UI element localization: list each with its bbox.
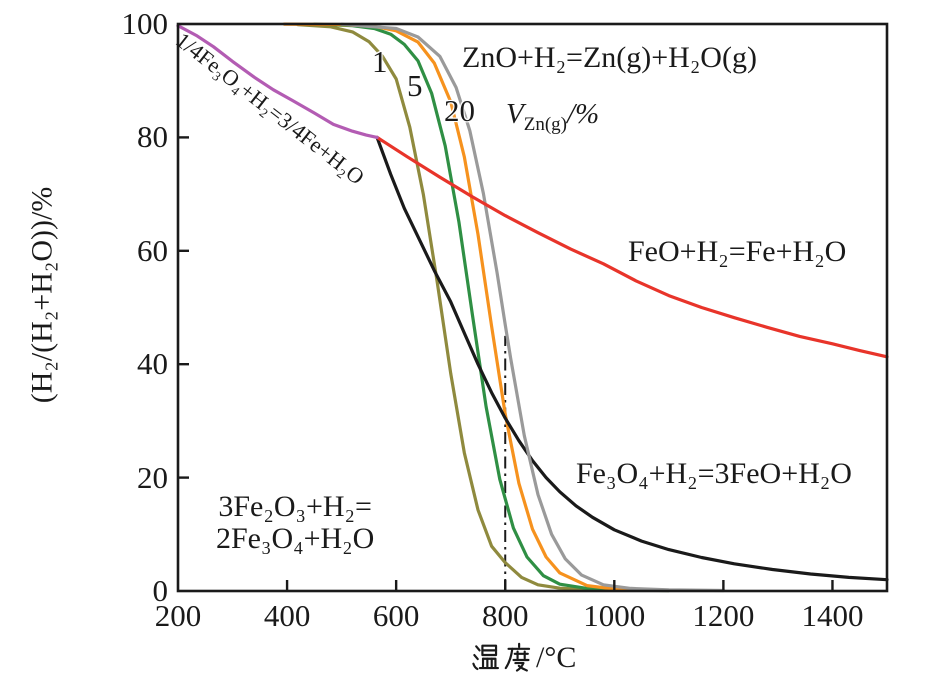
x-axis-title: /°C: [470, 642, 576, 674]
zn-curve-label-1: 1: [372, 44, 388, 79]
zn-vapor-fraction-label: VZn(g)/%: [506, 99, 599, 135]
curve-zno-vzn-mid: [282, 22, 671, 593]
y-tick-label-80: 80: [137, 119, 168, 155]
x-tick-label-1200: 1200: [692, 598, 755, 633]
x-tick-label-1000: 1000: [583, 598, 646, 633]
feo-equation-label: FeO+H₂=Fe+H₂O: [628, 235, 847, 268]
curve-zno-vzn-1: [296, 23, 671, 593]
curve-fe3o4-to-feo: [375, 135, 889, 582]
fe2o3-equation-line2: 2Fe₃O₄+H₂O: [216, 521, 375, 555]
y-tick-label-60: 60: [137, 232, 168, 268]
fe3o4-equation-label: Fe₃O₄+H₂=3FeO+H₂O: [576, 457, 852, 490]
curve-feo-to-fe: [375, 135, 889, 359]
y-tick-label-0: 0: [152, 573, 169, 608]
zn-curve-label-5: 5: [407, 68, 423, 103]
vzn-unit: /%: [566, 98, 600, 130]
fe2o3-equation-line1: 3Fe₂O₃+H₂=: [218, 490, 372, 523]
x-tick-label-600: 600: [372, 598, 420, 633]
hanzi-wen-icon: [472, 644, 499, 671]
x-tick-label-1400: 1400: [801, 598, 864, 633]
vzn-subscript: Zn(g): [523, 113, 567, 135]
curve-zno-vzn-5: [312, 22, 671, 593]
y-tick-label-100: 100: [121, 6, 169, 41]
x-tick-label-400: 400: [263, 598, 311, 633]
zn-equation-label: ZnO+H₂=Zn(g)+H₂O(g): [462, 41, 757, 74]
x-axis-unit: /°C: [536, 641, 577, 674]
curve-zno-vzn-20: [340, 22, 726, 593]
y-axis-title: (H₂/(H₂+H₂O))/%: [25, 186, 59, 404]
x-tick-label-200: 200: [154, 598, 202, 633]
fe2o3-equation-label: 3Fe₂O₃+H₂= 2Fe₃O₄+H₂O: [216, 491, 374, 554]
curve-fe3o4-to-fe: [176, 24, 379, 139]
x-tick-label-800: 800: [481, 598, 529, 633]
zn-curve-label-20: 20: [444, 93, 475, 128]
axes-frame: [176, 22, 889, 593]
y-tick-label-20: 20: [137, 459, 168, 495]
y-tick-label-40: 40: [137, 346, 168, 382]
vzn-symbol: V: [506, 98, 524, 130]
hanzi-du-icon: [504, 643, 531, 672]
